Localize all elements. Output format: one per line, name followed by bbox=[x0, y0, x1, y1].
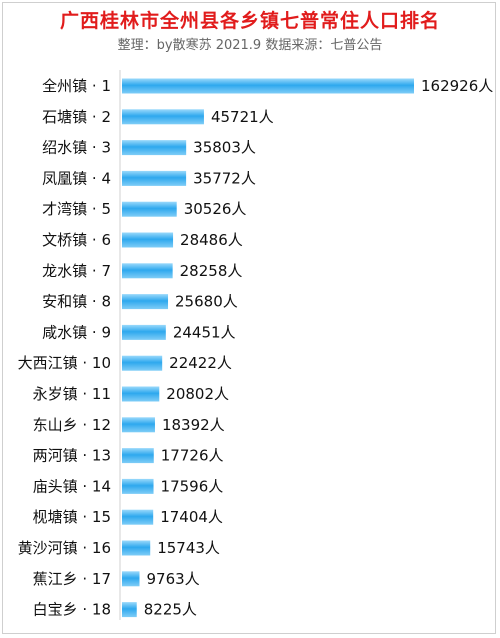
bar bbox=[122, 140, 187, 156]
category-label: 龙水镇 · 7 bbox=[42, 262, 111, 280]
value-label: 28486人 bbox=[180, 231, 243, 249]
value-label: 30526人 bbox=[184, 200, 247, 218]
bar bbox=[122, 324, 166, 340]
value-label: 22422人 bbox=[169, 354, 232, 372]
bar bbox=[122, 109, 204, 125]
value-label: 25680人 bbox=[175, 293, 238, 311]
bar bbox=[122, 509, 154, 525]
value-label: 18392人 bbox=[162, 416, 225, 434]
value-label: 35803人 bbox=[193, 139, 256, 157]
bar bbox=[122, 602, 137, 618]
value-label: 20802人 bbox=[166, 385, 229, 403]
bar bbox=[122, 294, 169, 310]
value-label: 45721人 bbox=[211, 108, 274, 126]
chart-frame bbox=[2, 2, 496, 634]
category-label: 文桥镇 · 6 bbox=[42, 231, 111, 249]
chart-title: 广西桂林市全州县各乡镇七普常住人口排名 bbox=[59, 10, 440, 32]
category-label: 全州镇 · 1 bbox=[42, 77, 111, 95]
category-label: 庙头镇 · 14 bbox=[33, 477, 111, 495]
category-label: 两河镇 · 13 bbox=[33, 447, 111, 465]
bar bbox=[122, 232, 174, 248]
bar bbox=[122, 263, 173, 279]
category-label: 黄沙河镇 · 16 bbox=[18, 539, 111, 557]
value-label: 9763人 bbox=[146, 570, 199, 588]
category-label: 安和镇 · 8 bbox=[42, 293, 111, 311]
category-label: 凤凰镇 · 4 bbox=[42, 169, 111, 187]
category-label: 永岁镇 · 11 bbox=[33, 385, 111, 403]
bar bbox=[122, 386, 160, 402]
bar bbox=[122, 201, 177, 217]
category-label: 白宝乡 · 18 bbox=[33, 601, 111, 619]
bar bbox=[122, 355, 163, 371]
value-label: 17726人 bbox=[161, 447, 224, 465]
category-label: 大西江镇 · 10 bbox=[18, 354, 111, 372]
category-label: 蕉江乡 · 17 bbox=[33, 570, 111, 588]
category-label: 咸水镇 · 9 bbox=[42, 323, 111, 341]
category-label: 石塘镇 · 2 bbox=[42, 108, 111, 126]
value-label: 28258人 bbox=[180, 262, 243, 280]
value-label: 162926人 bbox=[421, 77, 493, 95]
category-label: 绍水镇 · 3 bbox=[42, 139, 111, 157]
bar bbox=[122, 540, 151, 556]
bar bbox=[122, 417, 155, 433]
value-label: 24451人 bbox=[173, 323, 236, 341]
value-label: 17596人 bbox=[161, 477, 224, 495]
category-label: 东山乡 · 12 bbox=[33, 416, 111, 434]
bar bbox=[122, 78, 414, 94]
value-label: 15743人 bbox=[157, 539, 220, 557]
bar bbox=[122, 571, 140, 587]
category-label: 才湾镇 · 5 bbox=[42, 200, 111, 218]
value-label: 8225人 bbox=[144, 601, 197, 619]
bar bbox=[122, 448, 154, 464]
value-label: 17404人 bbox=[160, 508, 223, 526]
bar bbox=[122, 170, 187, 186]
value-label: 35772人 bbox=[193, 169, 256, 187]
category-label: 枧塘镇 · 15 bbox=[33, 508, 111, 526]
bar bbox=[122, 478, 154, 494]
chart-subtitle: 整理：by散寒苏 2021.9 数据来源：七普公告 bbox=[117, 38, 383, 53]
